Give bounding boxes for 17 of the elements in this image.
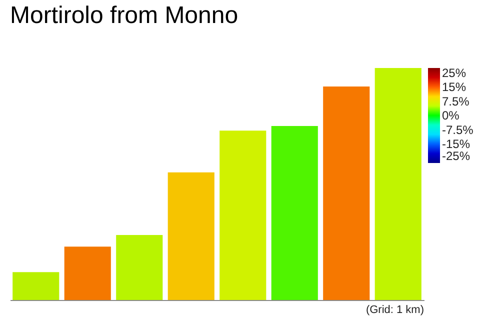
color-bar-label: 15% xyxy=(442,80,466,94)
color-bar-label: -7.5% xyxy=(442,122,474,137)
color-bar-label: 25% xyxy=(442,66,466,80)
chart-title: Mortirolo from Monno xyxy=(10,2,238,29)
color-bar-label: -25% xyxy=(442,149,470,163)
bar xyxy=(116,235,163,300)
bar xyxy=(323,86,370,300)
bar xyxy=(168,172,214,300)
text: (Grid: 1 km) xyxy=(366,304,424,316)
bar xyxy=(220,130,266,300)
bar xyxy=(12,272,60,300)
color-bar-label: 0% xyxy=(442,108,460,122)
bar xyxy=(374,68,422,300)
bar xyxy=(64,246,111,300)
color-bar-label: -15% xyxy=(442,137,470,151)
bar xyxy=(271,126,318,300)
color-bar-label: 7.5% xyxy=(442,94,470,108)
